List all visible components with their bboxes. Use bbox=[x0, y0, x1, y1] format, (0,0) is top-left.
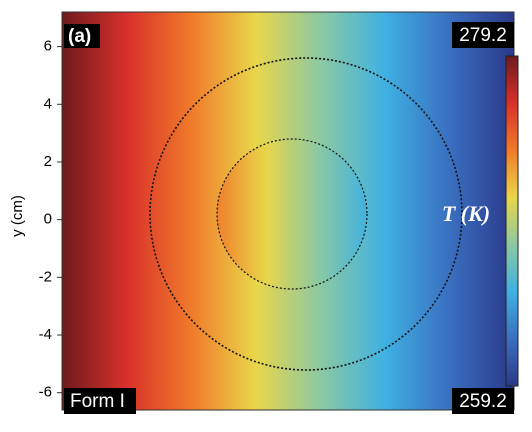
form-label: Form I bbox=[70, 391, 125, 412]
y-axis-label: y (cm) bbox=[9, 195, 26, 237]
colorbar-min: 259.2 bbox=[459, 391, 507, 412]
inner-circle bbox=[216, 138, 368, 290]
y-tick-label: 6 bbox=[44, 38, 52, 55]
colorbar-max: 279.2 bbox=[459, 25, 507, 46]
colorbar bbox=[505, 55, 519, 387]
outer-circle bbox=[149, 57, 463, 371]
label-box bbox=[64, 388, 136, 414]
inner-region bbox=[217, 139, 367, 289]
max-box bbox=[452, 22, 514, 48]
y-tick-label: 0 bbox=[44, 211, 52, 228]
min-box bbox=[452, 388, 514, 414]
y-tick-label: -6 bbox=[39, 384, 52, 401]
y-tick-label: -2 bbox=[39, 268, 52, 285]
panel-label: (a) bbox=[68, 26, 91, 47]
y-tick-label: 2 bbox=[44, 153, 52, 170]
panel-box bbox=[64, 24, 100, 48]
y-tick-label: 4 bbox=[44, 95, 52, 112]
colorbar-label: T (K) bbox=[442, 201, 490, 226]
y-tick-label: -4 bbox=[39, 326, 52, 343]
